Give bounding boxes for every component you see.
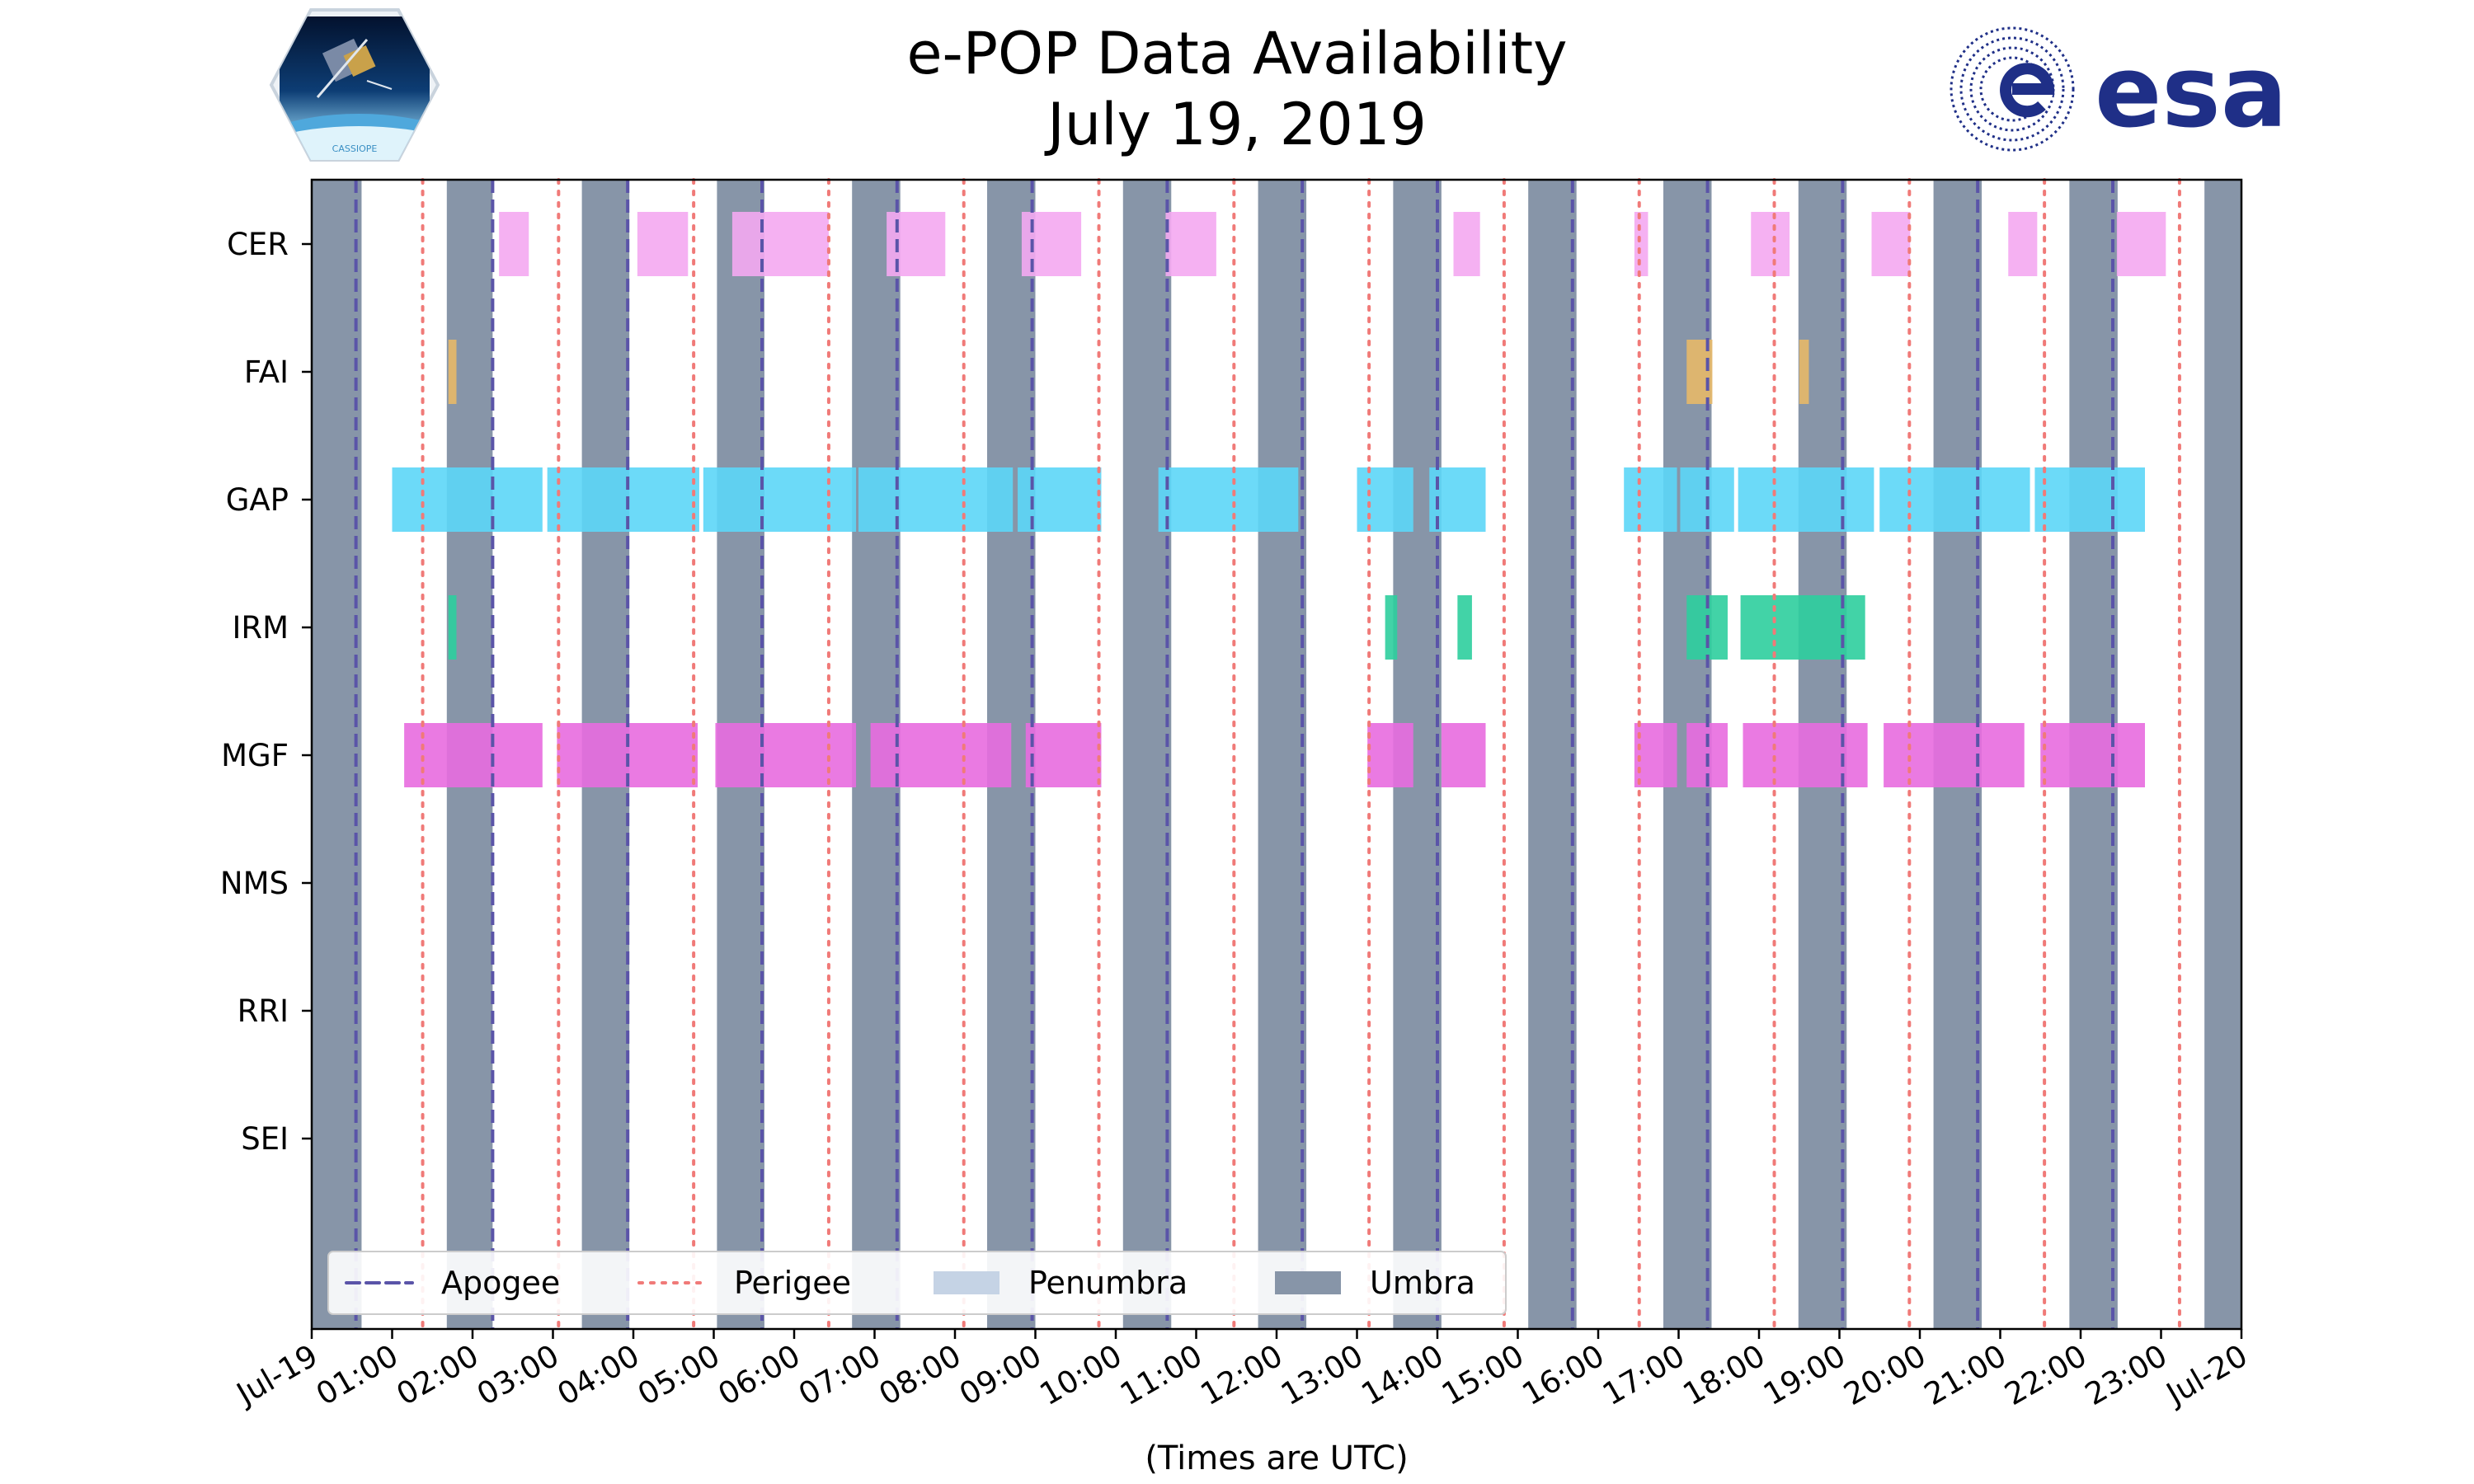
y-tick-label-sei: SEI (241, 1121, 289, 1157)
legend-label-penumbra: Penumbra (1028, 1265, 1188, 1301)
umbra-band-7 (1258, 180, 1307, 1329)
bar-mgf-7 (1634, 723, 1677, 787)
x-tick-label-23: 23:00 (2079, 1338, 2173, 1413)
chart-title: e-POP Data Availability July 19, 2019 (0, 18, 2474, 160)
bar-fai-0 (448, 340, 457, 404)
legend-box (327, 1251, 1507, 1315)
bar-mgf-6 (1441, 723, 1486, 787)
chart-title-line1: e-POP Data Availability (906, 20, 1568, 87)
bar-cer-7 (1634, 212, 1649, 276)
satellite-icon (316, 38, 393, 98)
y-axis: CER FAI GAP IRM MGF NMS RRI SEI (220, 227, 312, 1157)
y-tick-label-irm: IRM (232, 610, 289, 646)
legend-label-perigee: Perigee (734, 1265, 851, 1301)
umbra-band-14 (2204, 180, 2241, 1329)
bar-gap-6 (1357, 467, 1413, 532)
bar-gap-4 (1018, 467, 1102, 532)
x-tick-label-9: 09:00 (953, 1338, 1047, 1413)
legend: Apogee Perigee Penumbra Umbra (327, 1251, 1507, 1315)
x-tick-label-7: 07:00 (793, 1338, 887, 1413)
cassiope-logo-text: CASSIOPE (332, 143, 378, 154)
bar-mgf-11 (2040, 723, 2145, 787)
bar-gap-3 (858, 467, 1014, 532)
bar-mgf-5 (1367, 723, 1413, 787)
x-tick-label-24: Jul-20 (2159, 1338, 2253, 1413)
umbra-band-6 (1122, 180, 1172, 1329)
bar-mgf-2 (715, 723, 857, 787)
bar-gap-8 (1624, 467, 1677, 532)
x-tick-label-5: 05:00 (632, 1338, 726, 1413)
bar-gap-0 (392, 467, 543, 532)
x-tick-label-2: 02:00 (391, 1338, 485, 1413)
bar-cer-8 (1751, 212, 1790, 276)
bar-gap-11 (1879, 467, 2030, 532)
chart-title-line2: July 19, 2019 (1047, 91, 1427, 158)
bar-cer-10 (2008, 212, 2038, 276)
bar-cer-0 (499, 212, 529, 276)
esa-logo-text: esa (2095, 35, 2288, 150)
bar-mgf-4 (1025, 723, 1102, 787)
umbra-band-9 (1528, 180, 1577, 1329)
legend-swatch-umbra (1275, 1271, 1341, 1294)
x-tick-label-16: 16:00 (1517, 1338, 1611, 1413)
x-tick-label-17: 17:00 (1597, 1338, 1691, 1413)
availability-bars (392, 212, 2166, 787)
bar-mgf-3 (870, 723, 1012, 787)
x-tick-label-12: 12:00 (1195, 1338, 1289, 1413)
bar-mgf-0 (404, 723, 543, 787)
y-tick-label-nms: NMS (220, 866, 289, 901)
x-tick-label-18: 18:00 (1677, 1338, 1771, 1413)
x-tick-label-8: 08:00 (873, 1338, 967, 1413)
legend-label-umbra: Umbra (1370, 1265, 1475, 1301)
bar-cer-9 (1871, 212, 1911, 276)
x-tick-label-19: 19:00 (1757, 1338, 1851, 1413)
perigee-lines (421, 178, 2181, 1331)
bar-cer-11 (2116, 212, 2166, 276)
bar-mgf-9 (1743, 723, 1868, 787)
x-axis-label: (Times are UTC) (1145, 1439, 1408, 1477)
x-tick-label-1: 01:00 (310, 1338, 404, 1413)
bar-cer-5 (1165, 212, 1216, 276)
x-tick-label-15: 15:00 (1436, 1338, 1530, 1413)
bar-cer-1 (637, 212, 689, 276)
cassiope-logo: CASSIOPE (269, 8, 440, 162)
x-tick-label-10: 10:00 (1034, 1338, 1128, 1413)
bar-gap-12 (2034, 467, 2145, 532)
bar-irm-1 (1385, 595, 1398, 660)
bar-fai-2 (1799, 340, 1809, 404)
bar-cer-6 (1453, 212, 1480, 276)
x-axis: Jul-1901:0002:0003:0004:0005:0006:0007:0… (229, 1329, 2254, 1413)
esa-emblem-icon (1950, 26, 2075, 152)
bar-cer-2 (731, 212, 829, 276)
x-tick-label-13: 13:00 (1275, 1338, 1369, 1413)
x-tick-label-3: 03:00 (471, 1338, 565, 1413)
esa-logo: esa (1950, 26, 2288, 152)
y-tick-label-gap: GAP (226, 482, 289, 518)
bar-irm-0 (448, 595, 457, 660)
x-tick-label-21: 21:00 (1918, 1338, 2012, 1413)
y-tick-label-rri: RRI (238, 993, 289, 1029)
umbra-band-0 (312, 180, 362, 1329)
legend-label-apogee: Apogee (441, 1265, 560, 1301)
apogee-lines (354, 180, 2114, 1329)
x-tick-label-20: 20:00 (1838, 1338, 1932, 1413)
x-tick-label-6: 06:00 (713, 1338, 807, 1413)
x-tick-label-11: 11:00 (1114, 1338, 1208, 1413)
y-tick-label-fai: FAI (244, 355, 289, 390)
bar-irm-2 (1457, 595, 1472, 660)
x-tick-label-4: 04:00 (552, 1338, 646, 1413)
bar-gap-2 (703, 467, 857, 532)
y-tick-label-cer: CER (227, 227, 289, 262)
bar-gap-5 (1158, 467, 1299, 532)
bar-gap-10 (1738, 467, 1874, 532)
bar-irm-4 (1740, 595, 1865, 660)
bar-gap-1 (547, 467, 699, 532)
y-tick-label-mgf: MGF (221, 738, 289, 773)
legend-swatch-penumbra (934, 1271, 999, 1294)
x-tick-label-22: 22:00 (1999, 1338, 2093, 1413)
x-tick-label-14: 14:00 (1356, 1338, 1450, 1413)
x-tick-label-0: Jul-19 (229, 1338, 323, 1413)
bar-mgf-10 (1884, 723, 2025, 787)
